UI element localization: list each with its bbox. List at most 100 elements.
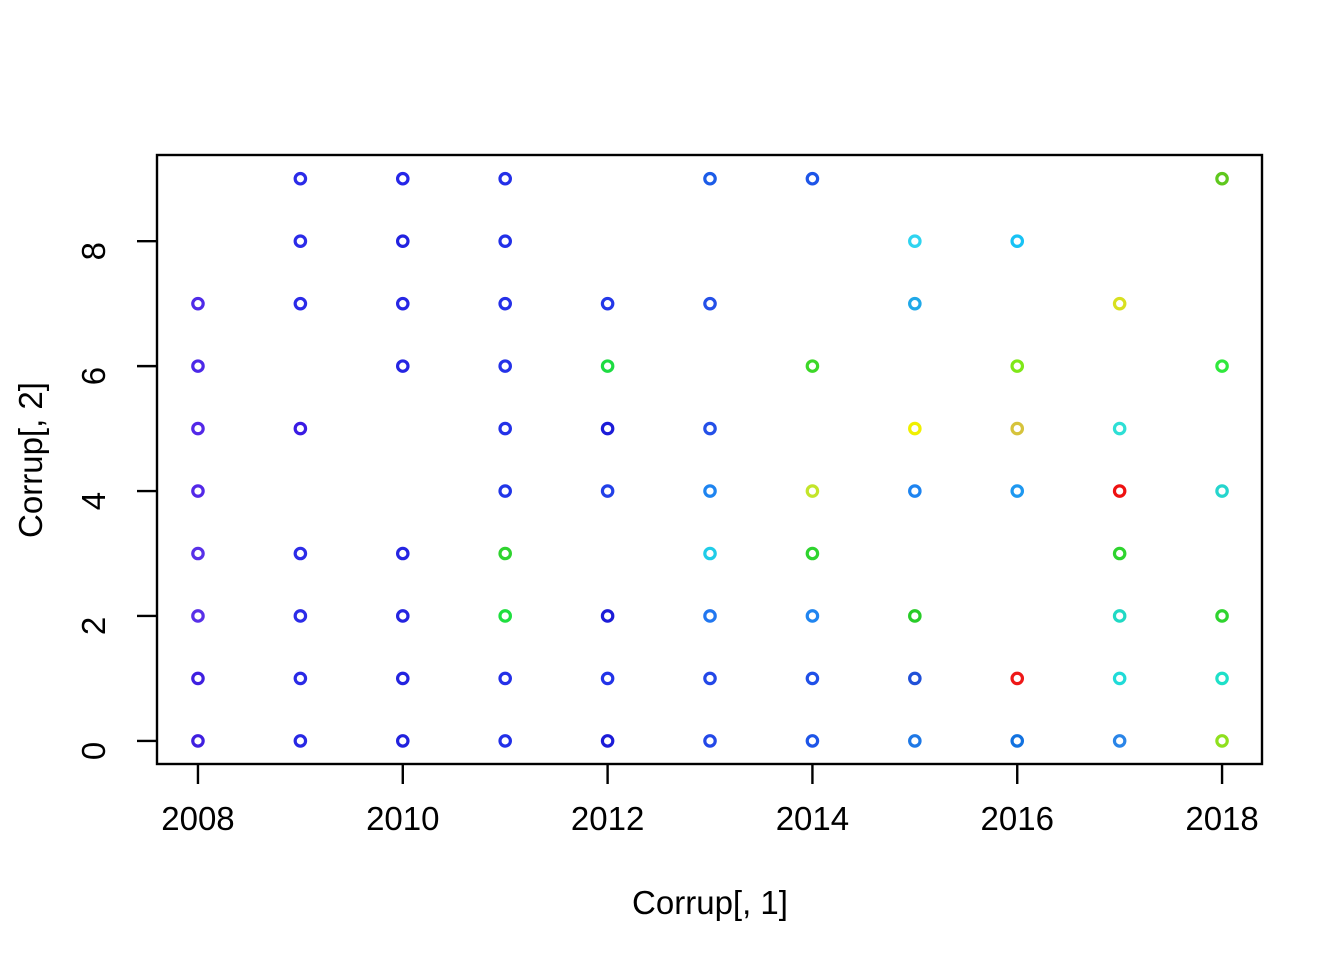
data-point [805, 734, 820, 748]
data-point [191, 296, 205, 311]
data-point [600, 421, 615, 436]
data-point [805, 171, 820, 186]
x-axis-tick-label: 2012 [571, 800, 644, 837]
data-point [395, 171, 410, 186]
data-point [703, 171, 717, 186]
data-point [395, 359, 410, 373]
data-point [293, 421, 308, 436]
data-point [191, 546, 205, 561]
data-point [600, 359, 615, 373]
y-axis-tick-label: 0 [75, 742, 112, 760]
data-point [600, 734, 615, 748]
data-point [908, 671, 922, 686]
data-point [293, 671, 308, 686]
x-axis-ticks [196, 764, 1224, 784]
data-point [498, 421, 512, 436]
data-point [908, 609, 922, 623]
data-point [805, 671, 820, 686]
data-point [600, 484, 615, 498]
y-axis-tick-label: 8 [75, 242, 112, 260]
x-axis-title: Corrup[, 1] [632, 884, 788, 921]
data-point [1215, 609, 1229, 623]
x-axis-tick-label: 2016 [981, 800, 1054, 837]
data-point [395, 734, 410, 748]
data-point [293, 234, 308, 248]
data-point [908, 484, 922, 498]
data-point [1215, 359, 1229, 373]
data-point [703, 609, 717, 623]
y-axis-tick-label: 2 [75, 617, 112, 635]
data-point [703, 484, 717, 498]
y-axis-tick-label: 4 [75, 492, 112, 510]
data-point [1112, 671, 1127, 686]
data-point [395, 234, 410, 248]
x-axis-tick-label: 2010 [366, 800, 439, 837]
data-point [191, 609, 205, 623]
x-axis-tick-labels: 2008 2010 2012 2014 2016 2018 [161, 800, 1259, 837]
data-point [293, 609, 308, 623]
data-point [498, 359, 512, 373]
x-axis-tick-label: 2008 [161, 800, 234, 837]
data-point [293, 171, 308, 186]
data-point [908, 734, 922, 748]
data-point [498, 671, 512, 686]
data-point [1112, 296, 1127, 311]
y-axis-title: Corrup[, 2] [12, 382, 49, 538]
y-axis-tick-label: 6 [75, 367, 112, 385]
data-point [191, 359, 205, 373]
y-axis-tick-labels: 0 2 4 6 8 [75, 242, 112, 760]
x-axis-tick-label: 2014 [776, 800, 849, 837]
data-point [908, 421, 922, 436]
data-point [703, 296, 717, 311]
data-point [191, 421, 205, 436]
data-point [908, 296, 922, 311]
data-point [1112, 484, 1127, 498]
data-point [703, 671, 717, 686]
data-point [1112, 609, 1127, 623]
data-point [395, 546, 410, 561]
data-point [1010, 734, 1025, 748]
data-point [293, 546, 308, 561]
data-point [600, 296, 615, 311]
data-point [1215, 484, 1229, 498]
y-axis-ticks [137, 239, 157, 743]
data-point [1112, 546, 1127, 561]
data-point [1010, 671, 1025, 686]
data-point [395, 671, 410, 686]
data-point [498, 609, 512, 623]
data-point [498, 484, 512, 498]
plot-area-border [155, 153, 1264, 766]
data-point [600, 671, 615, 686]
data-point [191, 484, 205, 498]
data-point [498, 734, 512, 748]
data-point [498, 546, 512, 561]
data-point [395, 296, 410, 311]
data-points-layer [191, 171, 1229, 748]
data-point [191, 671, 205, 686]
data-point [805, 484, 820, 498]
x-axis-tick-label: 2018 [1185, 800, 1258, 837]
data-point [703, 421, 717, 436]
data-point [805, 359, 820, 373]
data-point [1215, 171, 1229, 186]
data-point [1215, 734, 1229, 748]
data-point [1010, 234, 1025, 248]
data-point [498, 296, 512, 311]
data-point [805, 546, 820, 561]
data-point [498, 171, 512, 186]
data-point [1010, 421, 1025, 436]
data-point [1112, 734, 1127, 748]
data-point [703, 546, 717, 561]
data-point [805, 609, 820, 623]
data-point [395, 609, 410, 623]
data-point [293, 734, 308, 748]
data-point [498, 234, 512, 248]
data-point [191, 734, 205, 748]
data-point [293, 296, 308, 311]
data-point [1215, 671, 1229, 686]
data-point [1112, 421, 1127, 436]
data-point [1010, 359, 1025, 373]
data-point [908, 234, 922, 248]
